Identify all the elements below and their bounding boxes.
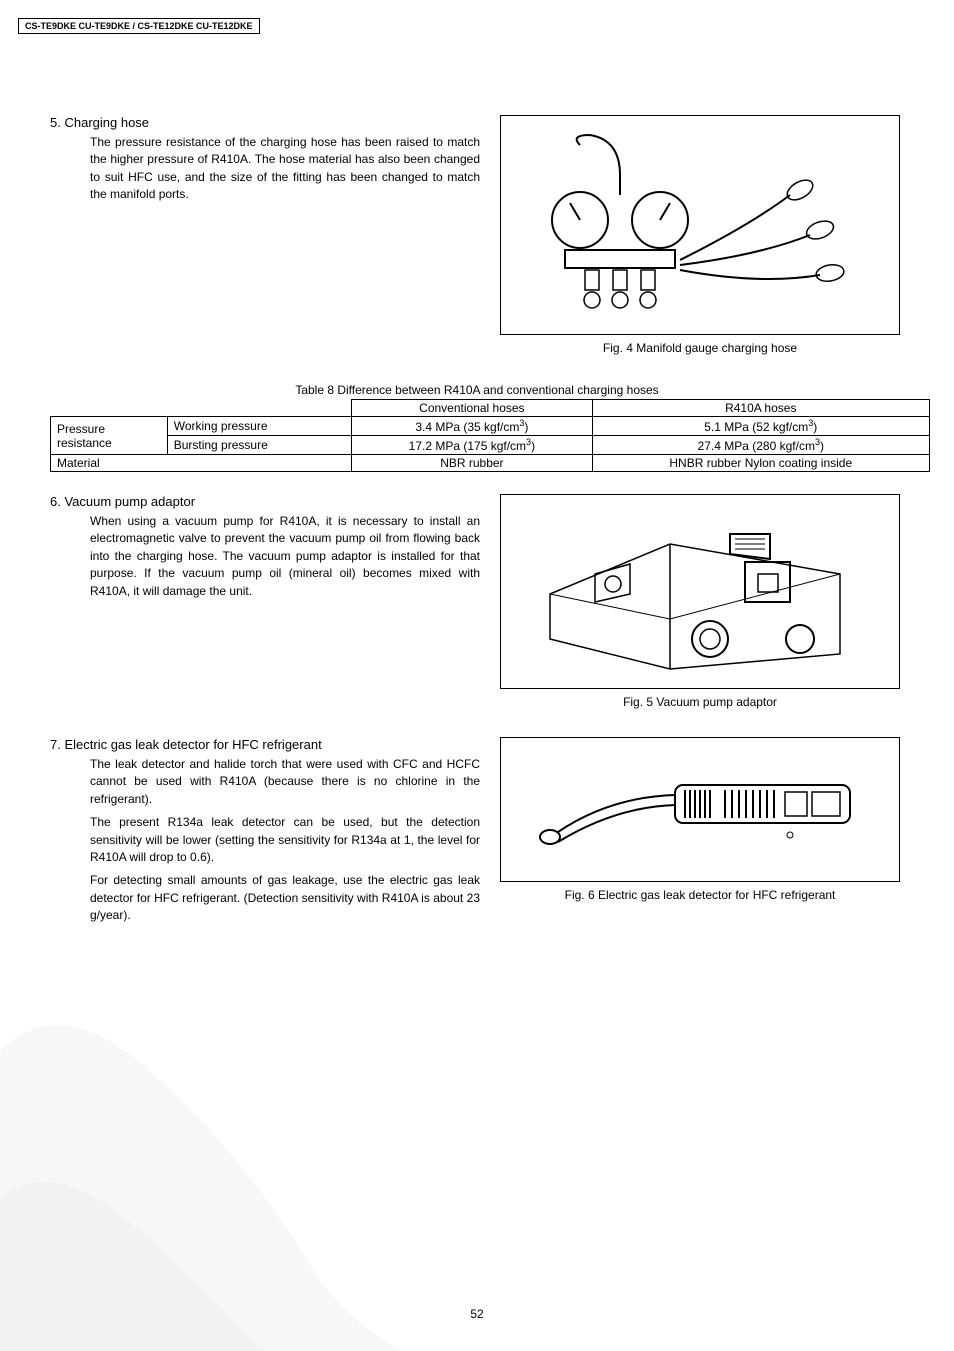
figure-5-caption: Fig. 5 Vacuum pump adaptor [500, 695, 900, 709]
section-5: 5. Charging hose The pressure resistance… [50, 115, 904, 355]
cell-bursting-pressure: Bursting pressure [167, 436, 352, 455]
table-8-caption: Table 8 Difference between R410A and con… [50, 383, 904, 397]
cell-pressure-resistance: Pressure resistance [51, 417, 168, 455]
section-7-para-1: The leak detector and halide torch that … [90, 756, 480, 808]
section-5-heading: Charging hose [64, 115, 149, 130]
table-8: Conventional hoses R410A hoses Pressure … [50, 399, 930, 472]
section-6-para-1: When using a vacuum pump for R410A, it i… [90, 513, 480, 600]
section-5-para-1: The pressure resistance of the charging … [90, 134, 480, 204]
section-7-heading: Electric gas leak detector for HFC refri… [64, 737, 321, 752]
section-6: 6. Vacuum pump adaptor When using a vacu… [50, 494, 904, 709]
cell-material: Material [51, 455, 352, 472]
figure-4-caption: Fig. 4 Manifold gauge charging hose [500, 341, 900, 355]
section-7-title: 7. Electric gas leak detector for HFC re… [50, 737, 480, 752]
section-6-title: 6. Vacuum pump adaptor [50, 494, 480, 509]
cell-wp-conv: 3.4 MPa (35 kgf/cm3) [352, 417, 592, 436]
cell-working-pressure: Working pressure [167, 417, 352, 436]
figure-4 [500, 115, 900, 335]
cell-bp-r410a: 27.4 MPa (280 kgf/cm3) [592, 436, 929, 455]
section-5-num: 5. [50, 115, 61, 130]
gas-leak-detector-icon [510, 747, 890, 872]
cell-mat-r410a: HNBR rubber Nylon coating inside [592, 455, 929, 472]
th-conventional: Conventional hoses [352, 400, 592, 417]
section-5-body: The pressure resistance of the charging … [90, 134, 480, 204]
cell-bp-conv: 17.2 MPa (175 kgf/cm3) [352, 436, 592, 455]
vacuum-pump-adaptor-icon [510, 504, 890, 679]
figure-6 [500, 737, 900, 882]
section-6-heading: Vacuum pump adaptor [64, 494, 195, 509]
table-row: Bursting pressure 17.2 MPa (175 kgf/cm3)… [51, 436, 930, 455]
section-6-body: When using a vacuum pump for R410A, it i… [90, 513, 480, 600]
section-5-title: 5. Charging hose [50, 115, 480, 130]
section-6-num: 6. [50, 494, 61, 509]
cell-wp-r410a: 5.1 MPa (52 kgf/cm3) [592, 417, 929, 436]
watermark-shape [0, 851, 400, 1351]
model-header: CS-TE9DKE CU-TE9DKE / CS-TE12DKE CU-TE12… [18, 18, 260, 34]
figure-5 [500, 494, 900, 689]
page-content: 5. Charging hose The pressure resistance… [50, 115, 904, 959]
th-r410a: R410A hoses [592, 400, 929, 417]
table-row: Material NBR rubber HNBR rubber Nylon co… [51, 455, 930, 472]
figure-6-caption: Fig. 6 Electric gas leak detector for HF… [500, 888, 900, 902]
table-header-row: Conventional hoses R410A hoses [51, 400, 930, 417]
cell-mat-conv: NBR rubber [352, 455, 592, 472]
table-row: Pressure resistance Working pressure 3.4… [51, 417, 930, 436]
section-7-num: 7. [50, 737, 61, 752]
manifold-gauge-icon [510, 125, 890, 325]
